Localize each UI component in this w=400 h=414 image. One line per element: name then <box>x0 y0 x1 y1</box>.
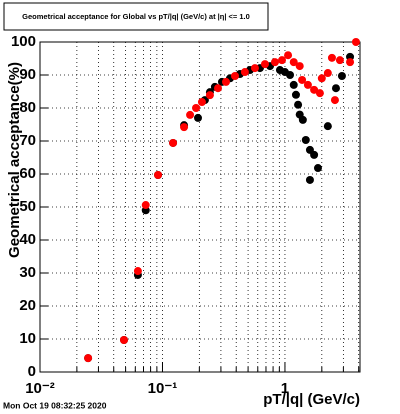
data-point <box>260 60 269 69</box>
data-point <box>298 75 307 84</box>
data-point <box>323 122 332 131</box>
data-point <box>303 80 312 89</box>
data-point <box>154 170 163 179</box>
timestamp: Mon Oct 19 08:32:25 2020 <box>3 400 107 410</box>
data-point <box>84 354 93 363</box>
data-point <box>141 201 150 210</box>
data-point <box>310 150 319 159</box>
x-axis-label: pT/|q| (GeV/c) <box>263 391 360 408</box>
data-point <box>295 62 304 71</box>
chart-title: Geometrical acceptance for Global vs pT/… <box>22 12 250 21</box>
data-point <box>313 164 322 173</box>
y-tick-label: 40 <box>19 231 36 248</box>
data-point <box>186 110 195 119</box>
y-tick-label: 100 <box>11 33 36 50</box>
data-point <box>284 51 293 60</box>
data-point <box>351 38 360 46</box>
data-point <box>197 98 206 107</box>
data-point <box>213 84 222 93</box>
data-point <box>291 90 300 99</box>
data-point <box>331 84 340 93</box>
y-tick-label: 60 <box>19 165 36 182</box>
data-point <box>315 89 324 98</box>
data-point <box>298 115 307 124</box>
data-point <box>323 69 332 78</box>
data-point <box>133 267 142 276</box>
data-point <box>192 104 201 112</box>
y-tick-label: 0 <box>28 363 36 380</box>
data-point <box>289 80 298 89</box>
y-tick-label: 50 <box>19 198 36 215</box>
data-point <box>305 175 314 184</box>
data-point <box>119 335 128 344</box>
x-tick-label: 1 <box>281 380 289 397</box>
x-tick-label: 10⁻² <box>25 380 55 397</box>
data-point <box>193 113 202 122</box>
data-point <box>337 71 346 80</box>
data-point <box>335 56 344 65</box>
data-point <box>286 71 295 79</box>
plot-frame <box>39 41 361 373</box>
data-point <box>277 56 286 65</box>
data-point <box>317 74 326 83</box>
data-point <box>310 85 319 94</box>
data-point <box>231 71 240 80</box>
y-tick-label: 30 <box>19 264 36 281</box>
y-tick-label: 90 <box>19 66 36 83</box>
title-box <box>3 2 269 31</box>
data-point <box>327 53 336 62</box>
data-point <box>289 58 298 67</box>
data-point <box>205 91 214 100</box>
x-tick-label: 10⁻¹ <box>148 380 178 397</box>
y-tick-label: 70 <box>19 132 36 149</box>
data-point <box>346 58 355 67</box>
data-point <box>250 64 259 73</box>
data-point <box>240 68 249 77</box>
y-tick-label: 20 <box>19 297 36 314</box>
data-point <box>294 100 303 109</box>
y-axis-label: Geometrical acceptance(%) <box>6 62 23 258</box>
data-point <box>301 136 310 145</box>
y-tick-label: 80 <box>19 99 36 116</box>
data-point <box>180 123 189 132</box>
data-point <box>221 77 230 86</box>
y-tick-label: 10 <box>19 330 36 347</box>
data-point <box>169 138 178 147</box>
data-point <box>270 58 279 67</box>
data-point <box>330 96 339 105</box>
